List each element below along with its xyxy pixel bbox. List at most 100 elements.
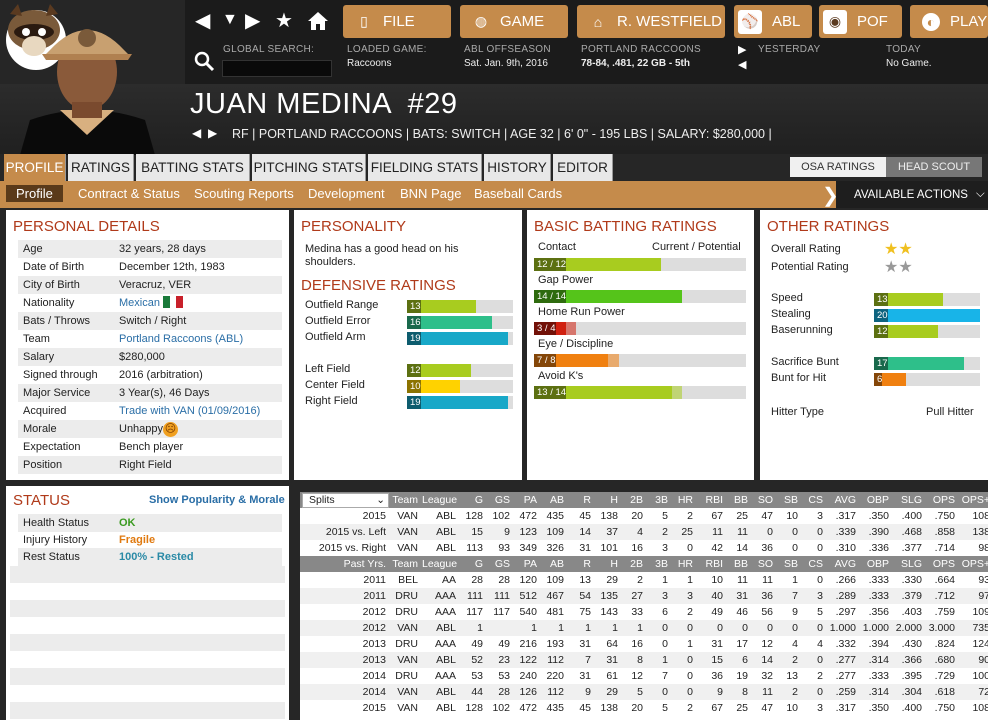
stats-cell: .366 [891, 652, 924, 668]
stats-cell: ABL [420, 620, 458, 636]
manager-button[interactable]: ⌂ R. WESTFIELD [577, 5, 725, 38]
baseball-icon: ◐ [922, 12, 940, 31]
tab-ratings[interactable]: RATINGS [68, 154, 134, 181]
stats-cell: .729 [934, 670, 955, 682]
tab-pitching-stats[interactable]: PITCHING STATS [252, 154, 366, 181]
stats-cell: .400 [901, 510, 922, 522]
next-day-icon[interactable]: ▶ [738, 44, 747, 56]
stats-cell: 11 [737, 574, 748, 586]
prev-day-icon[interactable]: ◀ [738, 59, 747, 71]
other-rating-label: Stealing [771, 308, 811, 320]
stats-cell: .395 [901, 670, 922, 682]
team-button[interactable]: ◉ POF [819, 5, 902, 38]
stats-cell: 44 [458, 684, 485, 700]
header-cell: AB [539, 492, 566, 508]
search-icon[interactable] [193, 50, 215, 72]
subnav-development[interactable]: Development [308, 186, 385, 201]
stats-cell: 13 [786, 670, 798, 682]
stats-cell: 8 [620, 652, 645, 668]
other-bar-value: 13 [874, 293, 888, 306]
detail-label: Acquired [23, 405, 67, 417]
prev-player-icon[interactable]: ◀ [192, 126, 202, 140]
subnav-contract[interactable]: Contract & Status [78, 186, 180, 201]
stats-cell: 16 [631, 542, 643, 554]
status-row: Rest Status 100% - Rested [18, 548, 282, 566]
stats-cell: .330 [901, 574, 922, 586]
stats-cell: 2 [687, 606, 693, 618]
play-button[interactable]: ◐ PLAY [910, 5, 988, 38]
batting-bar: 13 / 14 [534, 386, 746, 399]
batting-bar-fill [534, 290, 683, 303]
stats-row: 2015 VAN ABL 128 102 472 435 45 138 20 5 2 67 25 47 10 3… [300, 700, 988, 716]
tab-fielding-stats[interactable]: FIELDING STATS [368, 154, 482, 181]
back-arrow-icon[interactable]: ◀ [195, 10, 211, 32]
team-record: 78-84, .481, 22 GB - 5th [581, 58, 690, 69]
stats-cell: 5 [817, 606, 823, 618]
subnav-bnn[interactable]: BNN Page [400, 186, 462, 201]
subnav-cards[interactable]: Baseball Cards [474, 186, 563, 201]
splits-select[interactable]: Splits ⌄ [302, 493, 389, 508]
batting-bar-value: 13 / 14 [534, 386, 567, 399]
detail-value[interactable]: Trade with VAN (01/09/2016) [119, 405, 261, 417]
status-empty-row [10, 583, 285, 600]
header-cell: Past Yrs. [300, 556, 388, 572]
stats-cell: 2 [687, 510, 693, 522]
detail-label: Expectation [23, 441, 81, 453]
batting-bar-value: 12 / 12 [534, 258, 567, 271]
head-scout-toggle[interactable]: HEAD SCOUT [886, 157, 982, 177]
forward-arrow-icon[interactable]: ▶ [245, 10, 261, 32]
star-icon[interactable]: ★ [275, 10, 293, 32]
stats-cell: 90 [957, 652, 988, 668]
tab-editor[interactable]: EDITOR [553, 154, 613, 181]
dropdown-arrow-icon[interactable]: ▼ [222, 11, 238, 28]
subnav-scouting[interactable]: Scouting Reports [194, 186, 294, 201]
stats-table: Team League G GS PA AB R H 2B 3B HR RBI BB SO SB CS AVG O… [300, 492, 988, 716]
tab-batting-stats[interactable]: BATTING STATS [136, 154, 250, 181]
available-actions-button[interactable]: AVAILABLE ACTIONS ⌵ [836, 181, 988, 208]
league-button[interactable]: ⚾ ABL [734, 5, 812, 38]
defensive-bar: 16 [407, 316, 513, 329]
stats-cell: 102 [492, 702, 510, 714]
detail-row: Age 32 years, 28 days [18, 240, 282, 258]
status-empty-row [10, 651, 285, 668]
tab-history[interactable]: HISTORY [484, 154, 551, 181]
stats-cell: 42 [711, 542, 723, 554]
stats-cell: 1 [687, 574, 693, 586]
stats-cell: 0 [670, 652, 695, 668]
subnav-profile[interactable]: Profile [6, 185, 63, 202]
tab-profile[interactable]: PROFILE [4, 154, 66, 181]
detail-label: City of Birth [23, 279, 80, 291]
detail-row: Signed through 2016 (arbitration) [18, 366, 282, 384]
detail-value[interactable]: Mexican [119, 297, 160, 309]
stats-cell: .266 [835, 574, 856, 586]
osa-ratings-toggle[interactable]: OSA RATINGS [790, 157, 886, 177]
header-cell: CS [800, 492, 825, 508]
other-rating-label: Baserunning [771, 324, 833, 336]
detail-value[interactable]: Portland Raccoons (ABL) [119, 333, 244, 345]
defensive-bar: 19 [407, 332, 513, 345]
stats-cell: 138 [957, 524, 988, 540]
stats-cell: .317 [835, 510, 856, 522]
global-search-input[interactable] [222, 60, 332, 77]
detail-row: Team Portland Raccoons (ABL) [18, 330, 282, 348]
stats-cell: 2 [687, 702, 693, 714]
other-rating-label: Bunt for Hit [771, 372, 827, 384]
stats-cell: 53 [498, 670, 510, 682]
stats-row: 2015 VAN ABL 128 102 472 435 45 138 20 5 2 67 25 47 10 3… [300, 508, 988, 524]
next-player-icon[interactable]: ▶ [208, 126, 218, 140]
file-button[interactable]: ▯ FILE [343, 5, 451, 38]
stats-cell: 100 [972, 670, 988, 682]
batting-bar-value: 3 / 4 [534, 322, 556, 335]
stats-cell: 31 [711, 638, 723, 650]
home-icon[interactable] [307, 10, 329, 32]
stats-cell: 0 [662, 638, 668, 650]
detail-label: Bats / Throws [23, 315, 91, 327]
stats-cell [485, 620, 512, 636]
popularity-morale-link[interactable]: Show Popularity & Morale [149, 494, 285, 506]
detail-row: Bats / Throws Switch / Right [18, 312, 282, 330]
team-label: POF [857, 13, 888, 30]
game-button[interactable]: ◍ GAME [460, 5, 568, 38]
stats-cell: 3 [662, 542, 668, 554]
stats-cell: 47 [761, 510, 773, 522]
globe-icon: ◍ [474, 13, 488, 29]
